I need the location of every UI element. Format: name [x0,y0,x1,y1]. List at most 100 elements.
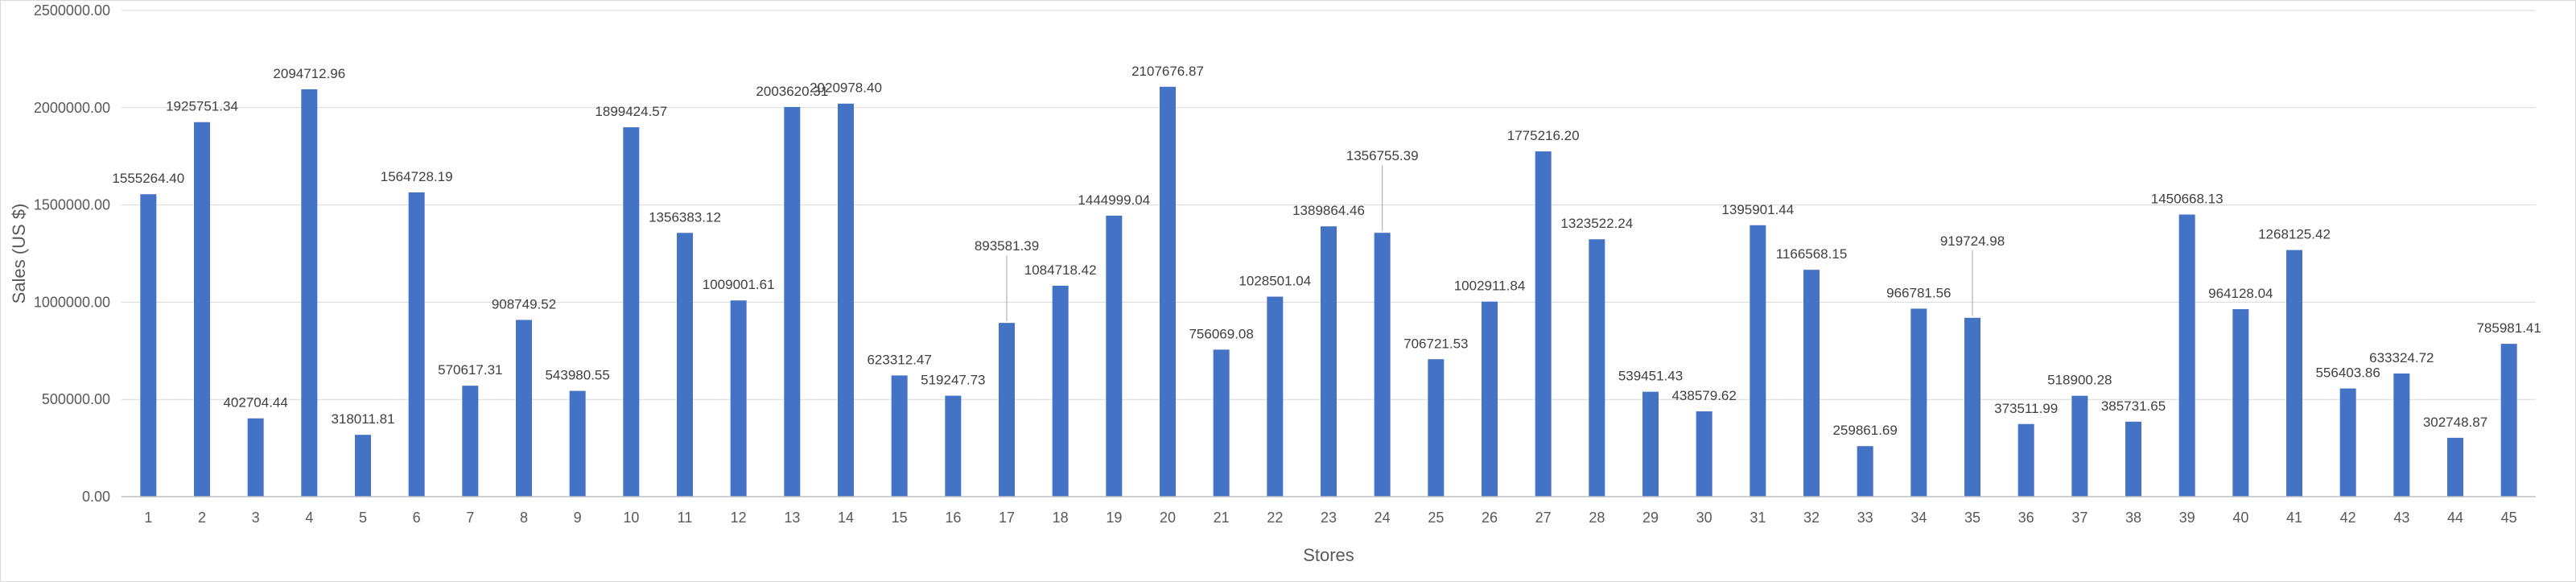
bar-store-16 [945,395,962,497]
bar-store-19 [1106,215,1123,497]
bar-store-13 [784,106,801,497]
data-label: 2020978.40 [810,80,882,96]
data-label: 1268125.42 [2258,227,2331,242]
x-tick-label: 31 [1750,510,1766,526]
data-label: 756069.08 [1189,326,1253,341]
x-tick-label: 27 [1535,510,1552,526]
y-tick-label: 1000000.00 [34,294,110,310]
data-label: 1009001.61 [703,277,775,292]
data-label: 633324.72 [2369,350,2434,365]
x-tick-label: 25 [1428,510,1444,526]
data-label: 966781.56 [1886,285,1951,300]
x-tick-label: 43 [2393,510,2409,526]
x-tick-label: 29 [1642,510,1659,526]
x-axis-title: Stores [1303,545,1354,565]
data-label: 570617.31 [438,362,502,378]
bar-store-6 [408,192,425,497]
data-label: 1450668.13 [2151,192,2224,207]
x-tick-label: 8 [520,510,528,526]
x-tick-label: 11 [678,510,693,526]
data-label: 402704.44 [223,395,287,411]
x-tick-label: 16 [945,510,961,526]
data-label: 1775216.20 [1507,128,1580,143]
bar-store-36 [2018,423,2034,497]
x-tick-label: 26 [1482,510,1498,526]
bar-store-2 [194,122,210,497]
y-tick-label: 0.00 [82,489,110,505]
x-tick-label: 9 [574,510,582,526]
bar-store-31 [1750,225,1766,497]
data-label: 1389864.46 [1292,203,1365,218]
bar-store-20 [1160,86,1176,497]
bar-store-34 [1910,308,1927,497]
bar-store-37 [2071,395,2088,497]
x-tick-label: 18 [1053,510,1069,526]
data-label: 1356383.12 [649,209,721,225]
x-tick-label: 36 [2018,510,2034,526]
bar-store-28 [1589,239,1605,497]
bar-store-35 [1964,317,1980,497]
x-tick-label: 3 [252,510,260,526]
x-tick-label: 37 [2071,510,2088,526]
bar-store-29 [1642,391,1659,497]
x-tick-label: 12 [731,510,747,526]
data-label: 556403.86 [2315,365,2380,381]
bar-store-30 [1696,411,1713,497]
data-label: 1084718.42 [1024,262,1097,278]
data-label: 1555264.40 [112,171,184,186]
bars [140,86,2517,497]
bar-store-43 [2393,373,2410,497]
data-label: 1395901.44 [1721,202,1794,217]
x-tick-label: 17 [999,510,1015,526]
data-label: 318011.81 [331,411,394,427]
data-label: 543980.55 [545,368,609,383]
data-label: 1356755.39 [1346,148,1419,163]
y-tick-label: 500000.00 [42,391,110,407]
x-tick-label: 42 [2340,510,2356,526]
bar-store-7 [462,386,479,497]
data-label: 623312.47 [867,352,931,367]
x-tick-label: 35 [1964,510,1980,526]
x-tick-label: 13 [784,510,800,526]
bar-store-42 [2339,388,2356,497]
x-tick-label: 20 [1160,510,1176,526]
bar-store-40 [2232,309,2249,497]
bar-store-10 [623,127,640,497]
y-axis-ticks: 0.00 500000.00 1000000.00 1500000.00 2000000… [34,2,110,505]
bar-store-11 [677,233,693,497]
y-tick-label: 1500000.00 [34,197,110,213]
bar-store-32 [1803,270,1820,497]
data-label: 1028501.04 [1239,274,1311,289]
bar-store-12 [730,300,747,497]
data-label: 1564728.19 [381,169,453,184]
bar-store-26 [1482,301,1498,497]
bar-store-41 [2286,250,2302,497]
x-tick-label: 38 [2125,510,2141,526]
data-label: 373511.99 [1994,401,2058,416]
x-tick-label: 10 [623,510,639,526]
bar-store-8 [516,320,532,497]
bar-store-15 [891,375,908,497]
x-tick-label: 40 [2232,510,2248,526]
x-tick-label: 21 [1214,510,1230,526]
bar-store-24 [1374,233,1391,497]
x-tick-label: 33 [1857,510,1873,526]
data-label: 785981.41 [2476,320,2541,336]
bar-store-44 [2447,437,2463,497]
data-label: 1444999.04 [1078,192,1150,208]
x-tick-label: 30 [1696,510,1713,526]
gridlines [122,10,2536,400]
data-label: 919724.98 [1940,233,2005,249]
bar-store-9 [569,390,586,497]
y-tick-label: 2500000.00 [34,2,110,19]
x-tick-label: 4 [305,510,313,526]
bar-store-39 [2178,214,2195,497]
bar-store-38 [2125,421,2141,497]
data-label: 1925751.34 [166,99,238,114]
y-tick-label: 2000000.00 [34,100,110,116]
bar-store-27 [1535,151,1552,497]
bar-store-25 [1428,359,1445,497]
bar-store-45 [2500,344,2517,497]
